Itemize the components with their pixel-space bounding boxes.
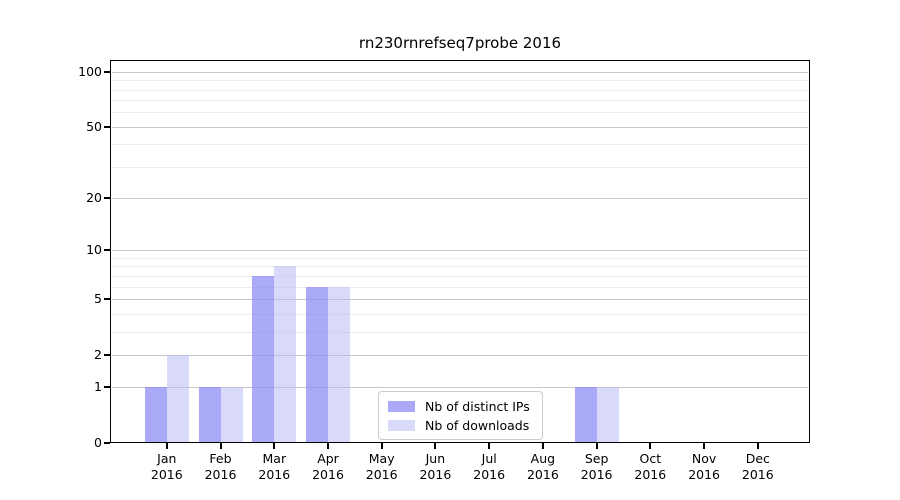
gridline	[112, 298, 808, 300]
gridline	[112, 100, 808, 102]
x-tick	[327, 443, 329, 449]
x-tick-label: May 2016	[365, 451, 398, 482]
y-tick-label: 5	[94, 290, 102, 306]
x-tick	[380, 443, 383, 449]
y-tick-label: 1	[94, 379, 102, 395]
x-tick	[541, 443, 544, 449]
gridline	[112, 166, 808, 168]
gridline	[112, 144, 808, 146]
gridline	[112, 354, 808, 356]
bar-distinct-ips-jan	[144, 387, 167, 442]
x-tick	[649, 443, 652, 449]
x-tick-label: Oct 2016	[634, 451, 667, 482]
gridline	[112, 89, 808, 91]
x-tick-label: Sep 2016	[580, 451, 613, 482]
x-tick	[703, 443, 706, 449]
gridline	[112, 331, 808, 333]
x-tick	[756, 443, 759, 449]
x-tick-label: Jan 2016	[150, 451, 183, 482]
x-tick	[595, 443, 598, 449]
x-tick-label: Jun 2016	[419, 451, 452, 482]
y-tick	[104, 249, 110, 252]
x-tick	[273, 443, 276, 449]
bar-distinct-ips-feb	[198, 387, 221, 442]
chart-title: rn230rnrefseq7probe 2016	[358, 34, 562, 52]
x-tick-label: Aug 2016	[526, 451, 559, 482]
y-tick	[104, 125, 110, 128]
legend: Nb of distinct IPs Nb of downloads	[378, 391, 543, 440]
gridline	[112, 80, 808, 82]
y-tick	[104, 297, 110, 300]
x-tick	[488, 443, 491, 449]
bar-downloads-jan	[166, 354, 189, 442]
gridline	[112, 313, 808, 315]
bar-distinct-ips-mar	[252, 275, 275, 442]
bar-downloads-sep	[596, 387, 619, 442]
legend-item-downloads: Nb of downloads	[388, 417, 530, 433]
y-tick-label: 2	[94, 346, 102, 362]
bar-distinct-ips-apr	[306, 286, 328, 442]
y-tick-label: 50	[86, 118, 102, 134]
legend-swatch-downloads	[388, 419, 415, 431]
y-tick	[104, 353, 110, 356]
bar-downloads-apr	[328, 286, 350, 442]
x-tick-label: Dec 2016	[741, 451, 774, 482]
gridline	[112, 266, 808, 268]
x-tick-label: Nov 2016	[688, 451, 720, 482]
y-tick	[104, 70, 110, 73]
gridline	[112, 112, 808, 114]
y-tick	[104, 386, 110, 389]
y-tick	[104, 442, 110, 444]
y-tick-label: 100	[78, 63, 102, 79]
gridline	[112, 275, 808, 277]
x-tick	[434, 443, 437, 449]
gridline	[112, 71, 808, 73]
gridline	[112, 250, 808, 252]
bar-downloads-feb	[220, 387, 243, 442]
y-tick	[104, 197, 110, 200]
gridline	[112, 198, 808, 200]
x-tick-label: Feb 2016	[204, 451, 237, 482]
gridline	[112, 286, 808, 288]
legend-label-downloads: Nb of downloads	[425, 417, 530, 433]
plot-area	[110, 60, 810, 443]
gridline	[112, 126, 808, 128]
gridline	[112, 387, 808, 389]
x-tick	[165, 443, 168, 449]
gridline	[112, 257, 808, 259]
y-tick-label: 20	[86, 190, 102, 206]
x-tick-label: Mar 2016	[258, 451, 291, 482]
legend-swatch-distinct-ips	[388, 400, 415, 412]
y-tick-label: 10	[86, 242, 102, 258]
y-tick-label: 0	[94, 435, 102, 450]
bar-downloads-mar	[274, 266, 297, 442]
legend-label-distinct-ips: Nb of distinct IPs	[425, 398, 530, 414]
bar-distinct-ips-sep	[574, 387, 597, 442]
x-tick-label: Jul 2016	[473, 451, 506, 482]
legend-item-distinct-ips: Nb of distinct IPs	[388, 398, 530, 414]
x-tick-label: Apr 2016	[312, 451, 344, 482]
x-tick	[219, 443, 222, 449]
